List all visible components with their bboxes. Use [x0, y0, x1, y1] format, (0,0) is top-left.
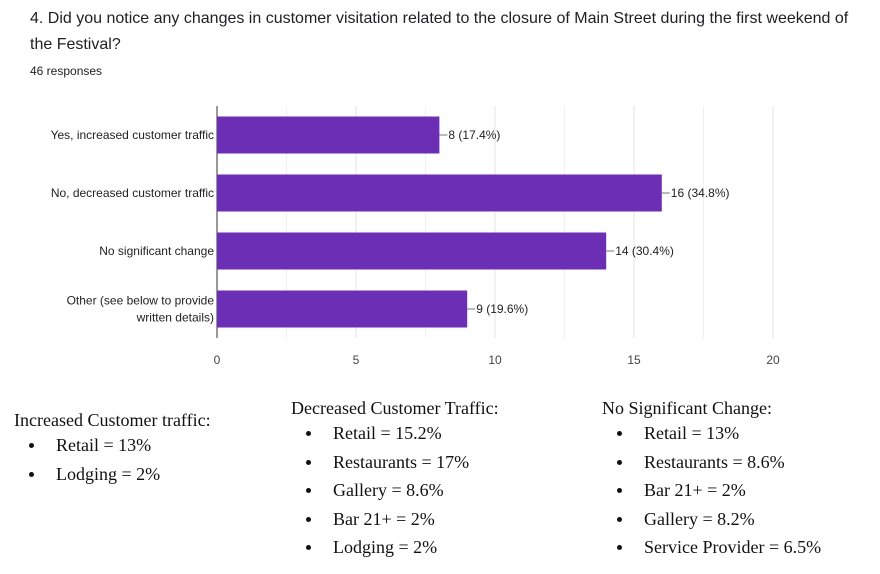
notes-no-change: No Significant Change: Retail = 13% Rest…: [602, 398, 821, 562]
notes-increased: Increased Customer traffic: Retail = 13%…: [14, 410, 211, 488]
notes-heading: Decreased Customer Traffic:: [291, 398, 499, 418]
x-tick-label: 20: [766, 353, 780, 367]
note-item: Retail = 13%: [602, 419, 821, 448]
note-item: Gallery = 8.2%: [602, 505, 821, 534]
note-item: Lodging = 2%: [291, 533, 499, 562]
x-tick-label: 10: [488, 353, 502, 367]
response-count: 46 responses: [30, 64, 103, 78]
note-item: Gallery = 8.6%: [291, 476, 499, 505]
x-tick-label: 5: [353, 353, 360, 367]
note-item: Bar 21+ = 2%: [602, 476, 821, 505]
question-title: 4. Did you notice any changes in custome…: [30, 10, 849, 53]
x-tick-label: 15: [627, 353, 641, 367]
notes-decreased: Decreased Customer Traffic: Retail = 15.…: [291, 398, 499, 562]
bar: [217, 290, 468, 328]
x-tick-label: 0: [214, 353, 221, 367]
note-item: Retail = 15.2%: [291, 419, 499, 448]
bar: [217, 232, 607, 270]
category-label: No significant change: [99, 244, 214, 258]
note-item: Lodging = 2%: [14, 460, 211, 489]
category-label: written details): [136, 311, 214, 325]
category-label: No, decreased customer traffic: [51, 186, 214, 200]
notes-heading: Increased Customer traffic:: [14, 410, 211, 430]
note-item: Retail = 13%: [14, 431, 211, 460]
note-item: Restaurants = 8.6%: [602, 448, 821, 477]
bar-chart: Yes, increased customer traffic 8 (17.4%)…: [51, 106, 780, 367]
notes-heading: No Significant Change:: [602, 398, 772, 418]
data-label: 14 (30.4%): [615, 244, 674, 258]
note-item: Bar 21+ = 2%: [291, 505, 499, 534]
note-item: Restaurants = 17%: [291, 448, 499, 477]
data-label: 9 (19.6%): [476, 302, 528, 316]
note-item: Service Provider = 6.5%: [602, 533, 821, 562]
bar: [217, 174, 662, 212]
category-label: Yes, increased customer traffic: [51, 128, 214, 142]
data-label: 8 (17.4%): [448, 128, 500, 142]
bar: [217, 116, 440, 154]
category-label: Other (see below to provide: [67, 294, 215, 308]
data-label: 16 (34.8%): [671, 186, 730, 200]
